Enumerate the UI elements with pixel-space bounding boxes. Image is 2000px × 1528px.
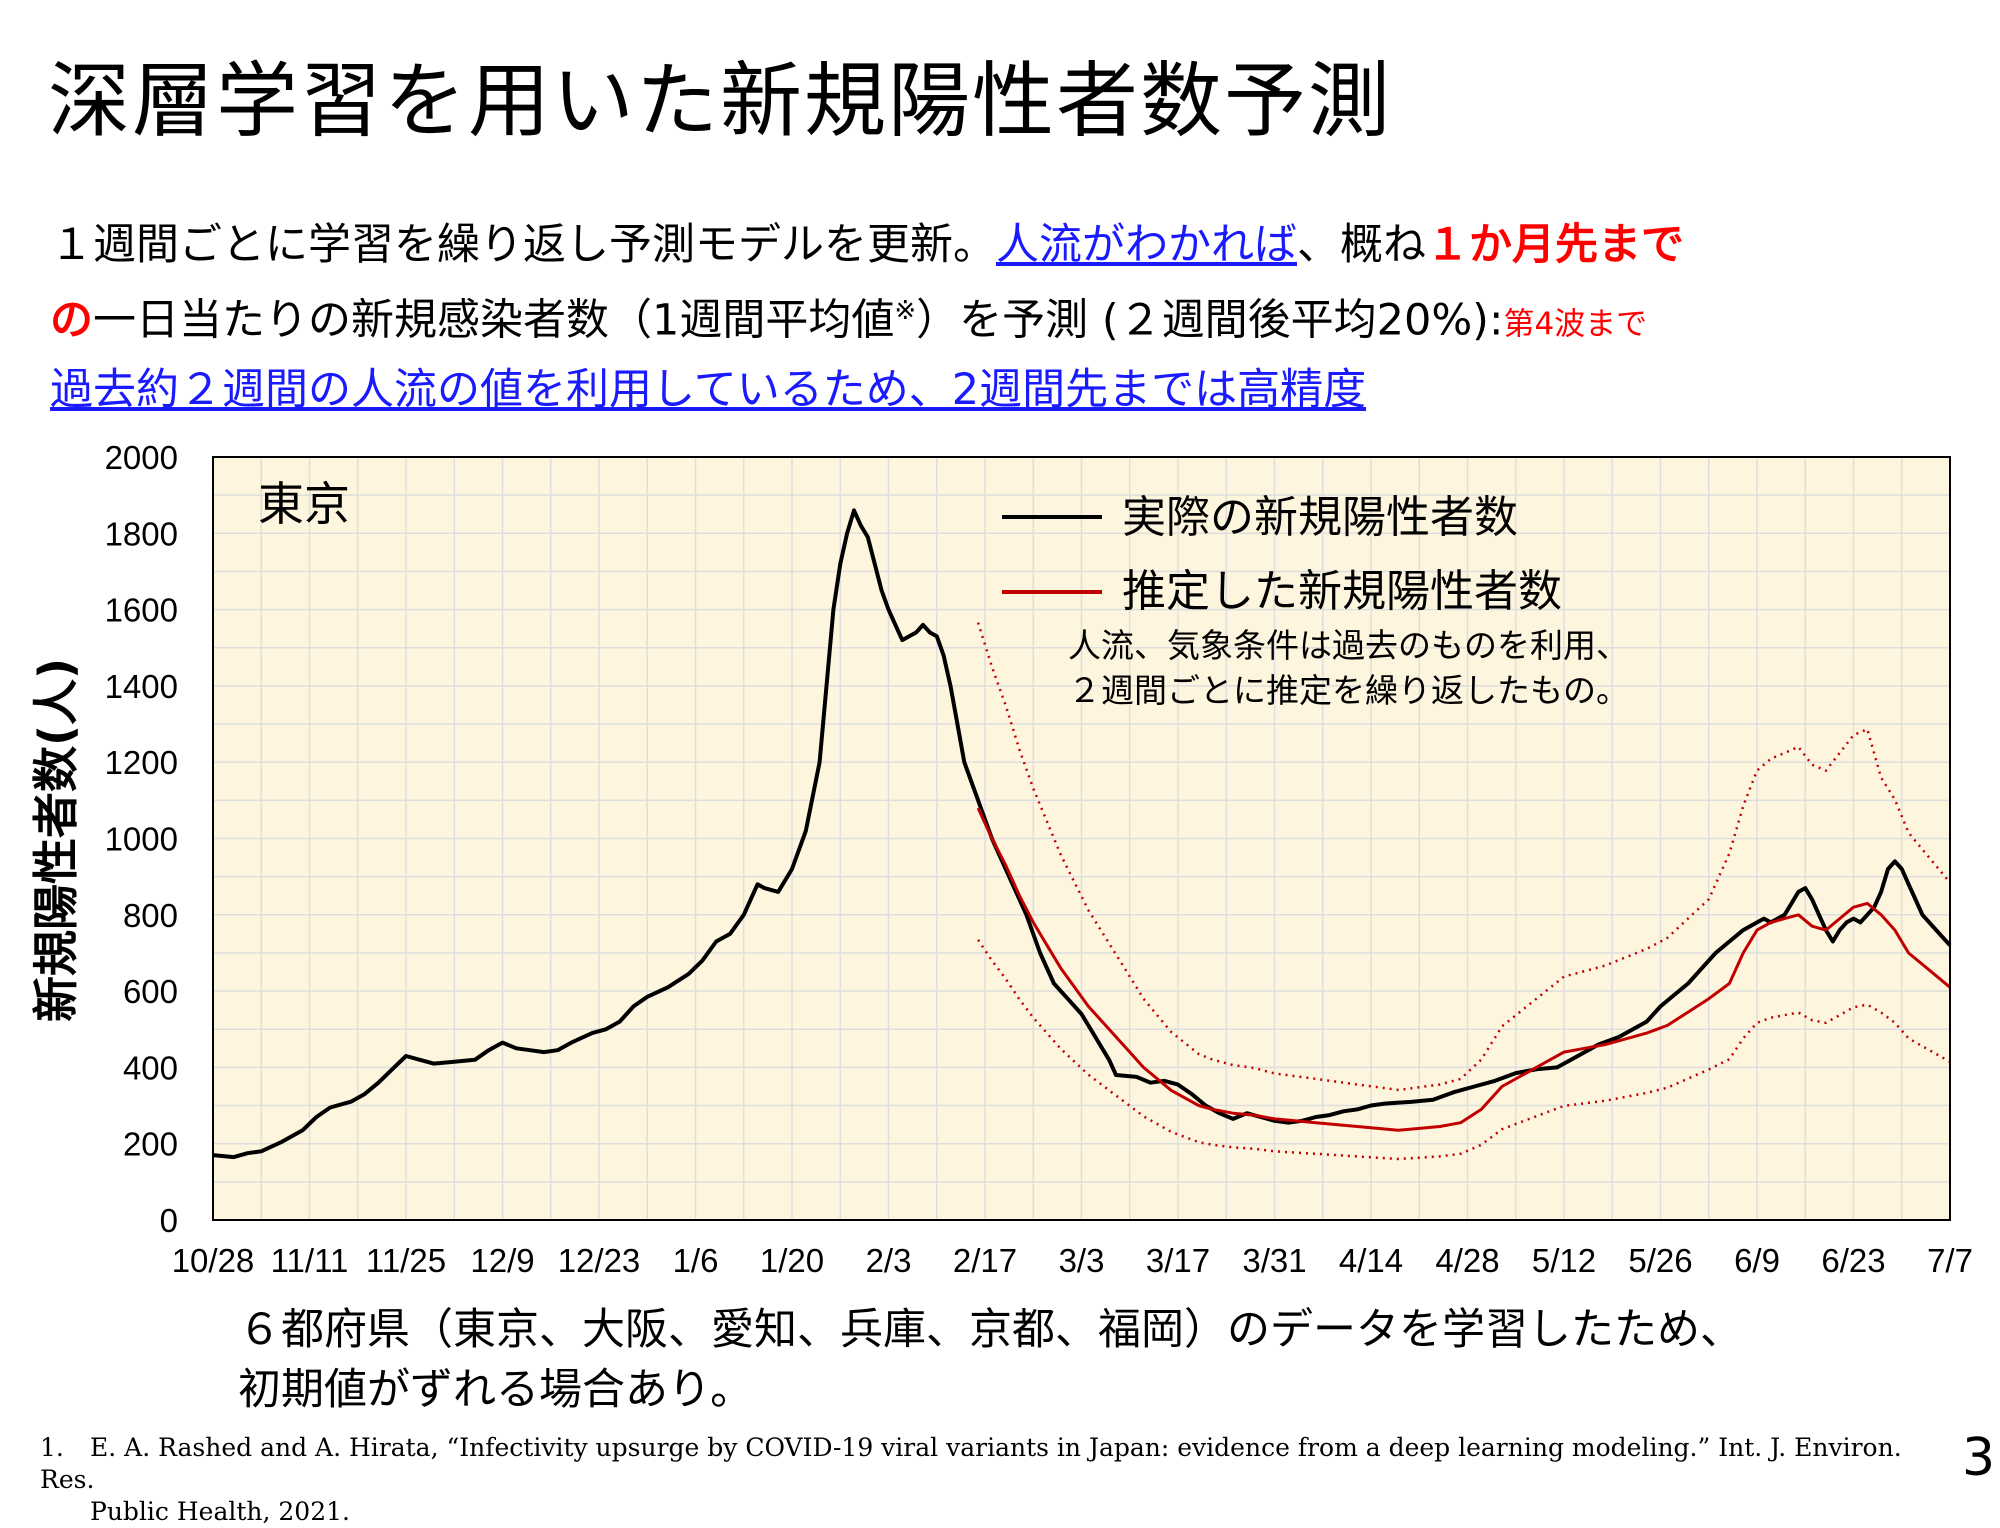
y-tick-labels: 0 200 400 600 800 1000 1200 1400 1600 1800 2000 bbox=[105, 439, 178, 1239]
description-line-3: 過去約２週間の人流の値を利用しているため、2週間先までは高精度 bbox=[50, 357, 1980, 423]
y-axis-label: 新規陽性者数(人) bbox=[29, 658, 83, 1022]
x-tick-label: 5/26 bbox=[1628, 1242, 1692, 1279]
series-lines bbox=[212, 508, 1952, 1160]
reference-text-1: E. A. Rashed and A. Hirata, “Infectivity… bbox=[40, 1433, 1902, 1494]
annotation-line-1: 人流、気象条件は過去のものを利用、 bbox=[1068, 626, 1629, 665]
x-tick-label: 6/9 bbox=[1734, 1242, 1780, 1279]
data-note-line-2: 初期値がずれる場合あり。 bbox=[238, 1365, 754, 1415]
x-tick-label: 1/6 bbox=[673, 1242, 719, 1279]
annotation-line-2: ２週間ごとに推定を繰り返したもの。 bbox=[1068, 671, 1629, 710]
y-tick-label: 1000 bbox=[105, 821, 178, 858]
x-tick-label: 3/17 bbox=[1146, 1242, 1210, 1279]
reference: 1. E. A. Rashed and A. Hirata, “Infectivi… bbox=[40, 1432, 1940, 1528]
x-tick-label: 3/31 bbox=[1242, 1242, 1306, 1279]
desc-link-people-flow[interactable]: 人流がわかれば bbox=[996, 220, 1297, 270]
desc-text-2b: ）を予測 (２週間後平均20%): bbox=[916, 295, 1504, 346]
y-tick-label: 0 bbox=[160, 1202, 178, 1239]
x-tick-label: 2/17 bbox=[953, 1242, 1017, 1279]
prediction-interval bbox=[976, 622, 1951, 1161]
x-tick-label: 3/3 bbox=[1059, 1242, 1105, 1279]
desc-link-accuracy[interactable]: 過去約２週間の人流の値を利用しているため、2週間先までは高精度 bbox=[50, 365, 1367, 416]
actual-series-line bbox=[212, 508, 1952, 1160]
x-tick-label: 11/25 bbox=[366, 1242, 446, 1279]
desc-emphasis-1: １か月先まで bbox=[1426, 220, 1684, 270]
reference-number: 1. bbox=[40, 1433, 64, 1462]
x-tick-label: 12/23 bbox=[558, 1242, 641, 1279]
desc-text-1a: １週間ごとに学習を繰り返し予測モデルを更新。 bbox=[50, 220, 996, 270]
line-chart: 0 200 400 600 800 1000 1200 1400 1600 1800 2000 10… bbox=[29, 439, 1973, 1279]
x-tick-label: 10/28 bbox=[172, 1242, 255, 1279]
grid bbox=[212, 456, 1951, 1221]
predicted-series-line bbox=[976, 807, 1951, 1132]
x-tick-label: 6/23 bbox=[1821, 1242, 1885, 1279]
page-number: 3 bbox=[1962, 1428, 1996, 1488]
plot-border bbox=[212, 456, 1951, 1221]
x-tick-label: 4/28 bbox=[1435, 1242, 1499, 1279]
data-note: ６都府県（東京、大阪、愛知、兵庫、京都、福岡）のデータを学習したため、 初期値が… bbox=[238, 1300, 1743, 1420]
data-note-line-1: ６都府県（東京、大阪、愛知、兵庫、京都、福岡）のデータを学習したため、 bbox=[238, 1305, 1743, 1355]
legend-actual-label: 実際の新規陽性者数 bbox=[1122, 492, 1518, 543]
x-tick-label: 12/9 bbox=[470, 1242, 534, 1279]
legend-predicted-label: 推定した新規陽性者数 bbox=[1122, 566, 1562, 617]
x-tick-label: 4/14 bbox=[1339, 1242, 1403, 1279]
desc-emphasis-2: の bbox=[50, 295, 93, 346]
y-tick-label: 400 bbox=[123, 1049, 178, 1086]
y-tick-label: 200 bbox=[123, 1126, 178, 1163]
description-line-1: １週間ごとに学習を繰り返し予測モデルを更新。人流がわかれば、概ね１か月先まで bbox=[50, 212, 1980, 278]
slide-title: 深層学習を用いた新規陽性者数予測 bbox=[48, 54, 1393, 149]
y-tick-label: 1600 bbox=[105, 592, 178, 629]
y-tick-label: 1200 bbox=[105, 744, 178, 781]
desc-small-red: 第4波まで bbox=[1503, 306, 1648, 343]
y-tick-label: 800 bbox=[123, 897, 178, 934]
desc-text-2a: 一日当たりの新規感染者数（1週間平均値 bbox=[93, 295, 895, 346]
legend: 実際の新規陽性者数 推定した新規陽性者数 bbox=[1002, 492, 1562, 617]
y-tick-label: 600 bbox=[123, 973, 178, 1010]
lower-bound-line bbox=[977, 939, 1951, 1161]
desc-footnote-mark: ※ bbox=[894, 296, 917, 326]
x-tick-label: 11/11 bbox=[271, 1242, 349, 1279]
description-line-2: の一日当たりの新規感染者数（1週間平均値※）を予測 (２週間後平均20%):第4… bbox=[50, 278, 1980, 357]
y-tick-label: 1800 bbox=[105, 515, 178, 552]
y-tick-label: 1400 bbox=[105, 668, 178, 705]
description: １週間ごとに学習を繰り返し予測モデルを更新。人流がわかれば、概ね１か月先まで の… bbox=[50, 212, 1980, 423]
x-tick-label: 7/7 bbox=[1927, 1242, 1973, 1279]
y-tick-label: 2000 bbox=[105, 439, 178, 476]
x-tick-labels: 10/28 11/11 11/25 12/9 12/23 1/6 1/20 2/3 2/17 3/… bbox=[172, 1242, 1973, 1279]
desc-text-1b: 、概ね bbox=[1297, 220, 1426, 270]
x-tick-label: 2/3 bbox=[866, 1242, 912, 1279]
region-label: 東京 bbox=[258, 477, 350, 531]
x-tick-label: 5/12 bbox=[1532, 1242, 1596, 1279]
reference-text-2: Public Health, 2021. bbox=[90, 1497, 350, 1526]
x-tick-label: 1/20 bbox=[760, 1242, 824, 1279]
